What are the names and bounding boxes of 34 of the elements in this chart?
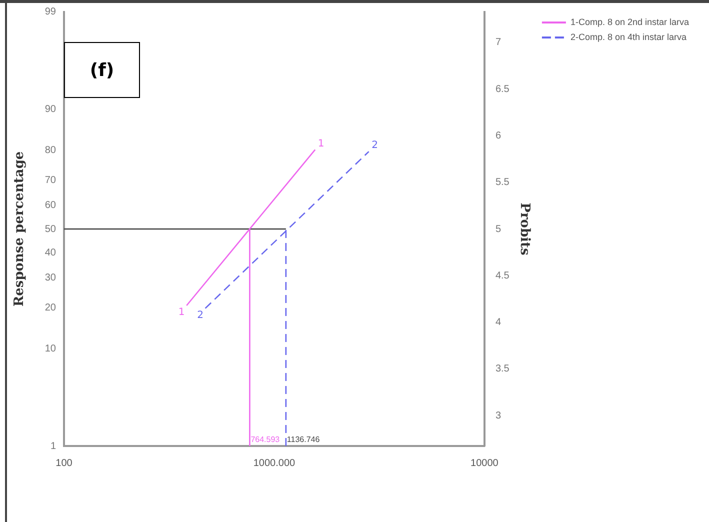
text: 40 <box>44 247 56 258</box>
y2-axis-title: Response percentage <box>12 151 28 307</box>
x-tick-label: 100 <box>56 458 73 469</box>
text: 70 <box>44 174 56 186</box>
x-tick-label: 1000.000 <box>253 458 296 469</box>
y-tick-label: 6.5 <box>495 84 510 95</box>
text: 10 <box>44 343 56 354</box>
text: 1 <box>50 440 56 452</box>
text: 90 <box>44 104 56 116</box>
annotation: 2 <box>372 140 378 152</box>
annotation: 1136.746 <box>286 435 320 444</box>
y-tick-label: 5 <box>495 224 502 235</box>
text: 99 <box>44 6 56 18</box>
text: 50 <box>44 224 56 235</box>
y-tick-label: 3 <box>495 410 502 422</box>
x-tick-label: 10000 <box>470 458 499 469</box>
y-tick-label: 3.5 <box>495 364 510 375</box>
y-tick-label: 4.5 <box>495 270 510 282</box>
y-tick-label: 5.5 <box>495 177 510 188</box>
y-tick-label: 4 <box>495 317 502 328</box>
annotation: 764.593 <box>250 435 280 444</box>
legend-label: 2-Comp. 8 on 4th instar larva <box>570 32 686 42</box>
annotation: 1 <box>318 138 324 150</box>
y-tick-label: 7 <box>495 37 502 48</box>
y-tick-label: 6 <box>495 130 502 142</box>
text: 30 <box>44 272 56 284</box>
y-axis-title: Probits <box>516 202 532 256</box>
annotation: 2 <box>197 310 204 321</box>
annotation: 1 <box>178 307 185 318</box>
text: 60 <box>44 200 56 212</box>
legend-label: 1-Comp. 8 on 2nd instar larva <box>570 16 689 27</box>
text: 20 <box>44 302 56 314</box>
text: 80 <box>44 145 56 156</box>
annotation: (f) <box>90 60 114 80</box>
